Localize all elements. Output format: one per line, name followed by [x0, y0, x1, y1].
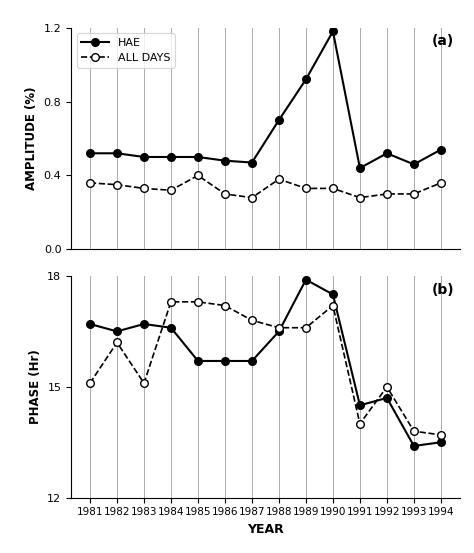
Y-axis label: AMPLITUDE (%): AMPLITUDE (%) [25, 87, 38, 190]
ALL DAYS [303, 185, 309, 192]
Legend: HAE, ALL DAYS: HAE, ALL DAYS [77, 33, 175, 67]
Text: (a): (a) [432, 34, 454, 48]
ALL DAYS [411, 191, 417, 197]
ALL DAYS [141, 185, 147, 192]
Line: HAE: HAE [86, 28, 445, 172]
ALL DAYS [438, 180, 444, 186]
ALL DAYS [276, 176, 282, 182]
HAE [141, 154, 147, 160]
ALL DAYS [384, 191, 390, 197]
HAE [87, 150, 93, 156]
Text: (b): (b) [431, 283, 454, 296]
ALL DAYS [330, 185, 336, 192]
HAE [357, 165, 363, 171]
HAE [114, 150, 120, 156]
ALL DAYS [87, 180, 93, 186]
HAE [249, 159, 255, 166]
HAE [411, 161, 417, 168]
HAE [276, 117, 282, 123]
ALL DAYS [249, 194, 255, 201]
ALL DAYS [222, 191, 228, 197]
ALL DAYS [195, 172, 201, 179]
Y-axis label: PHASE (Hr): PHASE (Hr) [29, 349, 42, 424]
HAE [303, 76, 309, 83]
ALL DAYS [168, 187, 174, 194]
HAE [222, 158, 228, 164]
Line: ALL DAYS: ALL DAYS [86, 171, 445, 201]
HAE [384, 150, 390, 156]
ALL DAYS [114, 181, 120, 188]
X-axis label: YEAR: YEAR [247, 523, 284, 536]
HAE [438, 147, 444, 153]
HAE [168, 154, 174, 160]
HAE [330, 28, 336, 35]
ALL DAYS [357, 194, 363, 201]
HAE [195, 154, 201, 160]
